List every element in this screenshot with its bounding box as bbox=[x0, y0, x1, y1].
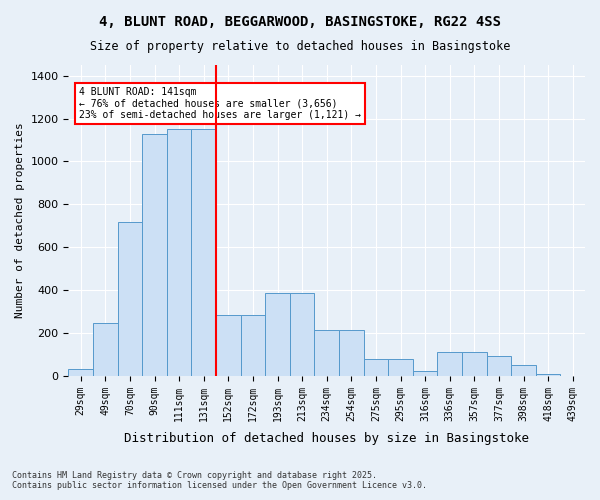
Bar bbox=[413, 370, 437, 376]
Text: 4 BLUNT ROAD: 141sqm
← 76% of detached houses are smaller (3,656)
23% of semi-de: 4 BLUNT ROAD: 141sqm ← 76% of detached h… bbox=[79, 87, 361, 120]
Bar bbox=[462, 352, 487, 376]
Bar bbox=[142, 134, 167, 376]
Bar bbox=[167, 130, 191, 376]
Bar bbox=[118, 222, 142, 376]
Bar bbox=[290, 294, 314, 376]
Bar bbox=[191, 130, 216, 376]
Bar bbox=[511, 365, 536, 376]
Bar bbox=[68, 370, 93, 376]
Bar bbox=[536, 374, 560, 376]
Bar bbox=[437, 352, 462, 376]
Bar bbox=[339, 330, 364, 376]
Text: Contains HM Land Registry data © Crown copyright and database right 2025.
Contai: Contains HM Land Registry data © Crown c… bbox=[12, 470, 427, 490]
Bar bbox=[265, 294, 290, 376]
Bar bbox=[364, 359, 388, 376]
Bar bbox=[314, 330, 339, 376]
Text: Size of property relative to detached houses in Basingstoke: Size of property relative to detached ho… bbox=[90, 40, 510, 53]
Y-axis label: Number of detached properties: Number of detached properties bbox=[15, 122, 25, 318]
Bar bbox=[93, 324, 118, 376]
Bar bbox=[241, 315, 265, 376]
X-axis label: Distribution of detached houses by size in Basingstoke: Distribution of detached houses by size … bbox=[124, 432, 529, 445]
Text: 4, BLUNT ROAD, BEGGARWOOD, BASINGSTOKE, RG22 4SS: 4, BLUNT ROAD, BEGGARWOOD, BASINGSTOKE, … bbox=[99, 15, 501, 29]
Bar bbox=[216, 315, 241, 376]
Bar bbox=[487, 356, 511, 376]
Bar bbox=[388, 359, 413, 376]
